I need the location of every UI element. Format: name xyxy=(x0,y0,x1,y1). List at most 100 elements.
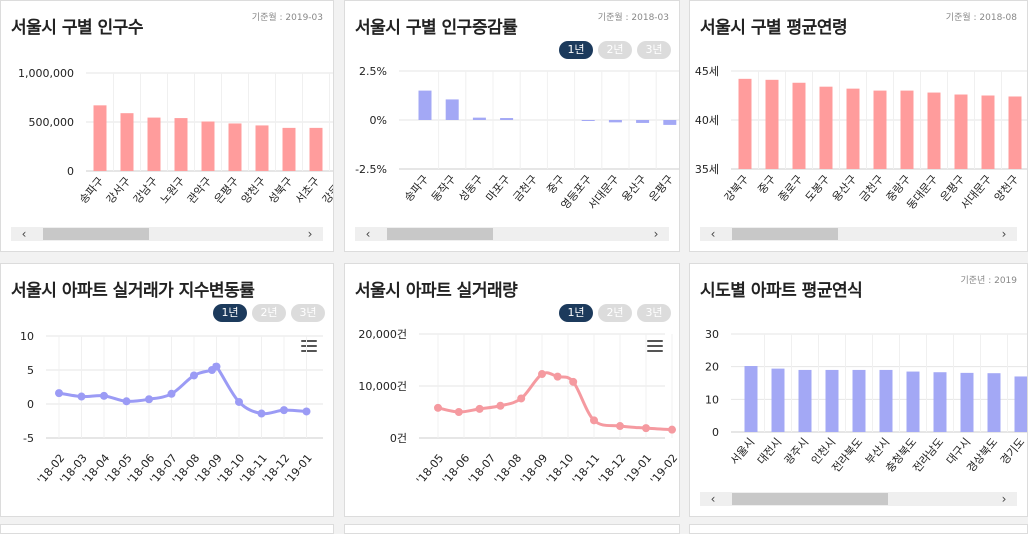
x-tick-label: 금천구 xyxy=(510,172,540,204)
period-2y-button[interactable]: 2년 xyxy=(598,41,632,59)
scroll-thumb[interactable] xyxy=(43,228,149,240)
card-title: 서울시 아파트 실거래가 지수변동률 xyxy=(11,281,255,301)
data-point xyxy=(122,397,131,406)
bar xyxy=(309,127,323,171)
data-point xyxy=(590,416,598,425)
scroll-left-icon[interactable]: ‹ xyxy=(365,227,371,241)
x-tick-label: 도봉구 xyxy=(803,173,832,205)
x-tick-label: 강북구 xyxy=(722,173,751,205)
y-tick-label: 2.5% xyxy=(359,65,387,78)
horizontal-scrollbar[interactable]: ‹ › xyxy=(700,492,1017,506)
x-tick-label: '18-10 xyxy=(544,452,576,487)
scroll-thumb[interactable] xyxy=(732,228,838,240)
bar xyxy=(825,369,839,432)
scroll-right-icon[interactable]: › xyxy=(1001,227,1007,241)
bar xyxy=(771,368,785,432)
data-point xyxy=(553,372,562,381)
bar xyxy=(228,123,242,171)
x-tick-label: 중구 xyxy=(755,173,778,197)
data-point xyxy=(454,408,463,416)
x-tick-label: 마포구 xyxy=(483,173,512,205)
bar xyxy=(445,99,459,120)
data-point xyxy=(434,403,442,412)
data-point xyxy=(167,389,176,398)
scroll-right-icon[interactable]: › xyxy=(307,227,313,241)
period-3y-button[interactable]: 3년 xyxy=(637,304,671,322)
x-tick-label: '18-08 xyxy=(492,452,524,487)
y-tick-label: 0건 xyxy=(390,432,407,445)
period-1y-button[interactable]: 1년 xyxy=(559,304,593,322)
period-3y-button[interactable]: 3년 xyxy=(291,304,325,322)
chart-card-partial xyxy=(0,524,334,534)
line-chart: -50510'18-02'18-03'18-04'18-05'18-06'18-… xyxy=(20,330,323,487)
bar xyxy=(798,369,812,432)
scroll-right-icon[interactable]: › xyxy=(1001,492,1007,506)
line-chart: 0건 10,000건 20,000건 '18-05'18-06'18-07'18-08… xyxy=(358,328,680,487)
y-tick-label: 0 xyxy=(27,398,34,411)
horizontal-scrollbar[interactable]: ‹ › xyxy=(700,227,1017,241)
period-toggle: 1년 2년 3년 xyxy=(213,304,325,322)
scroll-left-icon[interactable]: ‹ xyxy=(21,227,27,241)
period-2y-button[interactable]: 2년 xyxy=(598,304,632,322)
scroll-left-icon[interactable]: ‹ xyxy=(710,492,716,506)
x-tick-label: 금천구 xyxy=(856,172,886,204)
base-date: 기준월 : 2018-03 xyxy=(597,13,669,23)
y-tick-label: 10 xyxy=(20,330,34,343)
scroll-right-icon[interactable]: › xyxy=(653,227,659,241)
data-point xyxy=(475,404,484,413)
x-tick-label: 서초구 xyxy=(293,175,322,207)
horizontal-scrollbar[interactable]: ‹ › xyxy=(355,227,669,241)
horizontal-scrollbar[interactable]: ‹ › xyxy=(11,227,323,241)
period-2y-button[interactable]: 2년 xyxy=(252,304,286,322)
hamburger-menu-icon[interactable] xyxy=(301,340,317,352)
x-tick-label: 양천구 xyxy=(238,174,268,206)
bar xyxy=(120,113,134,171)
data-point xyxy=(55,389,63,398)
scroll-left-icon[interactable]: ‹ xyxy=(710,227,716,241)
y-tick-label: 45세 xyxy=(695,65,719,78)
y-tick-label: 30 xyxy=(705,328,719,341)
bar xyxy=(581,120,595,121)
y-tick-label: 10,000건 xyxy=(358,380,407,393)
bar xyxy=(987,373,1001,432)
x-tick-label: 광주시 xyxy=(782,436,811,468)
bar xyxy=(282,127,296,171)
data-point xyxy=(257,409,266,418)
x-tick-label: 중구 xyxy=(544,173,567,197)
x-tick-label: '18-09 xyxy=(518,452,550,487)
data-point xyxy=(280,406,288,415)
x-tick-label: 송파구 xyxy=(402,173,431,205)
bar xyxy=(852,369,866,432)
x-tick-label: 강서구 xyxy=(104,175,133,207)
bar xyxy=(201,121,215,171)
x-tick-label: '18-12 xyxy=(596,452,628,487)
bar xyxy=(472,117,486,120)
x-tick-label: 용산구 xyxy=(619,173,648,205)
scroll-thumb[interactable] xyxy=(732,493,888,505)
hamburger-menu-icon[interactable] xyxy=(647,340,663,352)
period-1y-button[interactable]: 1년 xyxy=(559,41,593,59)
x-tick-label: '19-01 xyxy=(622,452,654,487)
chart-card-price-index: 서울시 아파트 실거래가 지수변동률 1년 2년 3년 -5 0 5 10'18-02… xyxy=(0,263,334,517)
period-1y-button[interactable]: 1년 xyxy=(213,304,247,322)
base-date: 기준년 : 2019 xyxy=(960,276,1018,286)
period-toggle: 1년 2년 3년 xyxy=(559,41,671,59)
bar xyxy=(846,88,860,169)
bar xyxy=(1008,96,1022,169)
bar-chart: 0102030서울시대전시광주시인천시전라북도부산시충청북도전라남도대구시경상북… xyxy=(705,328,1027,475)
period-3y-button[interactable]: 3년 xyxy=(637,41,671,59)
y-tick-label: 1,000,000 xyxy=(18,67,74,80)
y-tick-label: 20 xyxy=(705,361,719,374)
card-title: 서울시 구별 인구수 xyxy=(11,18,143,38)
x-tick-label: '19-02 xyxy=(648,452,680,487)
data-point xyxy=(496,401,505,410)
y-tick-label: 35세 xyxy=(695,163,719,176)
y-tick-label: -5 xyxy=(23,432,34,445)
scroll-thumb[interactable] xyxy=(387,228,493,240)
bar xyxy=(873,90,887,169)
series-line xyxy=(437,371,673,432)
card-title: 서울시 구별 평균연령 xyxy=(700,18,848,38)
data-point xyxy=(517,394,526,403)
x-tick-label: 대전시 xyxy=(755,436,784,468)
